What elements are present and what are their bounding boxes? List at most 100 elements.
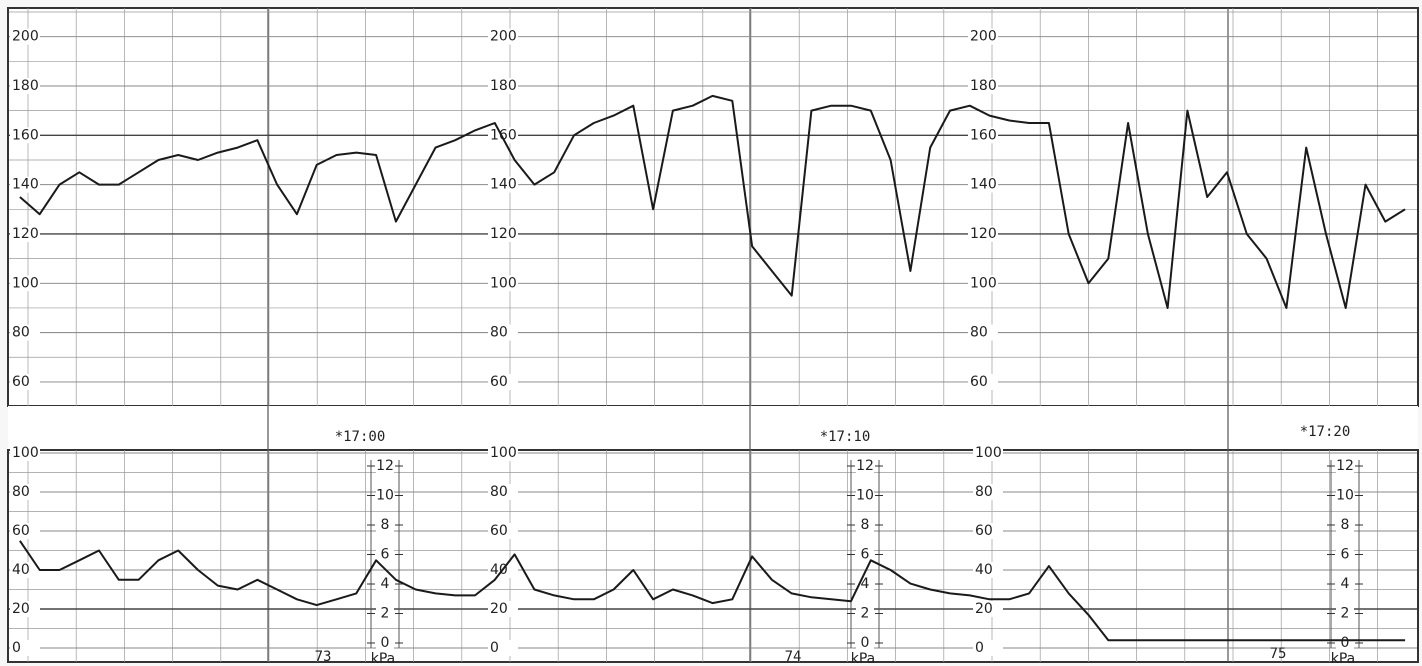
y-tick-label: 0	[975, 640, 984, 656]
label-bg	[488, 127, 518, 144]
y-tick-label: 20	[490, 601, 508, 617]
y-tick-label: 60	[12, 523, 30, 539]
y-tick-label: 60	[490, 523, 508, 539]
label-bg	[488, 28, 518, 45]
label-bg	[376, 577, 394, 591]
label-bg	[376, 636, 394, 650]
y2-tick-label: 8	[861, 517, 870, 533]
label-bg	[10, 28, 40, 45]
label-bg	[968, 127, 998, 144]
y2-tick-label: 12	[1336, 458, 1354, 474]
label-bg	[376, 518, 394, 532]
label-bg	[10, 77, 40, 94]
y-tick-label: 120	[490, 226, 517, 242]
y2-tick-label: 4	[381, 576, 390, 592]
label-bg	[973, 484, 1003, 500]
y-tick-label: 140	[12, 177, 39, 193]
y-tick-label: 20	[12, 601, 30, 617]
label-bg	[1295, 423, 1355, 441]
y-tick-label: 60	[12, 374, 30, 390]
y2-tick-label: 6	[381, 547, 390, 563]
label-bg	[330, 428, 390, 446]
ua-panel	[7, 449, 1419, 663]
y2-tick-label: 10	[856, 488, 874, 504]
y2-tick-label: 12	[376, 458, 394, 474]
gap-band	[8, 406, 1418, 450]
label-bg	[856, 459, 874, 473]
label-bg	[376, 459, 394, 473]
label-bg	[968, 324, 998, 341]
y-tick-label: 100	[12, 275, 39, 291]
y-tick-label: 200	[12, 29, 39, 45]
label-bg	[488, 445, 518, 461]
label-bg	[488, 176, 518, 193]
label-bg	[973, 601, 1003, 617]
label-bg	[488, 601, 518, 617]
y-tick-label: 80	[490, 325, 508, 341]
label-bg	[973, 523, 1003, 539]
y-tick-label: 140	[970, 177, 997, 193]
y-tick-label: 200	[970, 29, 997, 45]
label-bg	[968, 28, 998, 45]
annotation: *17:10	[820, 429, 871, 445]
label-bg	[376, 488, 394, 503]
y-tick-label: 80	[490, 484, 508, 500]
label-bg	[488, 523, 518, 539]
y-tick-label: 80	[970, 325, 988, 341]
label-bg	[856, 606, 874, 621]
label-bg	[10, 176, 40, 193]
trace	[19, 94, 1406, 309]
y-tick-label: 180	[12, 78, 39, 94]
annotation: *17:00	[335, 429, 386, 445]
fhr-panel	[7, 7, 1419, 407]
label-bg	[376, 606, 394, 621]
label-bg	[973, 445, 1003, 461]
y2-label: kPa	[851, 651, 876, 666]
y-tick-label: 40	[975, 562, 993, 578]
label-bg	[973, 640, 1003, 656]
annotation: 75	[1270, 646, 1287, 662]
y-tick-label: 0	[12, 640, 21, 656]
annotation: 74	[785, 649, 802, 665]
label-bg	[488, 484, 518, 500]
label-bg	[10, 324, 40, 341]
label-bg	[1336, 518, 1354, 532]
label-bg	[1336, 488, 1354, 503]
y-tick-label: 80	[975, 484, 993, 500]
y2-tick-label: 4	[1341, 576, 1350, 592]
y-tick-label: 40	[12, 562, 30, 578]
y-tick-label: 40	[490, 562, 508, 578]
y-tick-label: 120	[970, 226, 997, 242]
y-tick-label: 60	[975, 523, 993, 539]
y-tick-label: 100	[12, 445, 39, 461]
trace	[19, 540, 1406, 642]
y2-tick-label: 10	[1336, 488, 1354, 504]
label-bg	[968, 373, 998, 390]
y2-tick-label: 2	[861, 606, 870, 622]
label-bg	[968, 275, 998, 292]
y2-tick-label: 8	[1341, 517, 1350, 533]
label-bg	[10, 127, 40, 144]
label-bg	[856, 518, 874, 532]
label-bg	[488, 324, 518, 341]
label-bg	[856, 636, 874, 650]
y-tick-label: 200	[490, 29, 517, 45]
label-bg	[1336, 459, 1354, 473]
label-bg	[10, 484, 40, 500]
y-tick-label: 160	[490, 127, 517, 143]
label-bg	[1336, 606, 1354, 621]
label-bg	[973, 562, 1003, 578]
label-bg	[815, 428, 875, 446]
y2-tick-label: 0	[1341, 635, 1350, 651]
y-tick-label: 160	[12, 127, 39, 143]
label-bg	[488, 275, 518, 292]
label-bg	[488, 373, 518, 390]
label-bg	[10, 562, 40, 578]
label-bg	[10, 225, 40, 242]
y-tick-label: 60	[970, 374, 988, 390]
y-tick-label: 100	[490, 275, 517, 291]
y2-label: kPa	[1331, 651, 1356, 666]
label-bg	[488, 640, 518, 656]
label-bg	[488, 225, 518, 242]
